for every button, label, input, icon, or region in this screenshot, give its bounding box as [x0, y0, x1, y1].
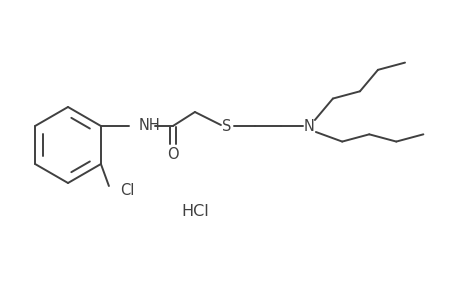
Text: NH: NH — [139, 118, 160, 133]
Text: N: N — [303, 118, 313, 134]
Text: O: O — [167, 146, 179, 161]
Text: HCl: HCl — [181, 205, 208, 220]
Text: S: S — [222, 118, 231, 134]
Text: Cl: Cl — [120, 182, 134, 197]
